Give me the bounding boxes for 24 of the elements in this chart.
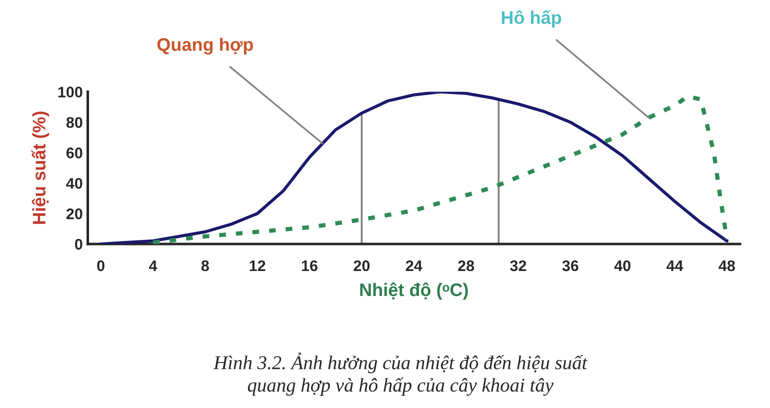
text: Hình 3.2. Ảnh hưởng của nhiệt độ đến hiệu suất quang hợp và hô hấp của cây khoai tây <box>213 352 588 396</box>
x-tick-label: 12 <box>250 260 266 272</box>
x-tick-label: 28 <box>458 260 474 272</box>
x-tick-label: 44 <box>666 260 684 272</box>
y-tick-label: 80 <box>66 117 82 128</box>
y-tick-label: 20 <box>66 208 82 220</box>
x-tick-label: 8 <box>201 260 209 272</box>
x-tick-label: 24 <box>406 260 422 272</box>
x-tick-label: 48 <box>718 260 735 272</box>
x-tick-label: 32 <box>510 260 526 272</box>
x-tick-label: 40 <box>614 260 630 272</box>
y-axis-title: Hiệu suất (%) <box>31 112 50 224</box>
y-tick-label: 40 <box>66 178 82 189</box>
text: Quang hợp <box>157 38 253 55</box>
text: Hô hấp <box>502 10 562 28</box>
x-tick-label: 4 <box>148 260 158 272</box>
x-tick-label: 0 <box>97 260 104 272</box>
x-tick-label: 36 <box>562 260 578 272</box>
y-tick-label: 100 <box>58 86 82 98</box>
y-tick-label: 0 <box>75 238 82 250</box>
x-tick-label: 20 <box>354 260 370 272</box>
x-tick-label: 16 <box>302 260 318 272</box>
y-tick-label: 60 <box>66 148 82 158</box>
x-axis-title: Nhiệt độ (ᵒC) <box>360 282 468 300</box>
